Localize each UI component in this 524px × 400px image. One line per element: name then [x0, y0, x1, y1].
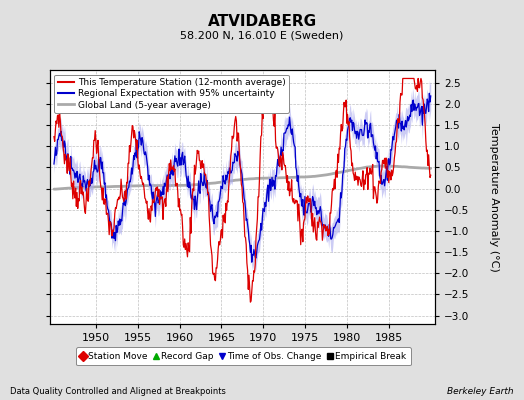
Text: 58.200 N, 16.010 E (Sweden): 58.200 N, 16.010 E (Sweden) [180, 30, 344, 40]
Text: Berkeley Earth: Berkeley Earth [447, 387, 514, 396]
Y-axis label: Temperature Anomaly (°C): Temperature Anomaly (°C) [489, 123, 499, 271]
Legend: This Temperature Station (12-month average), Regional Expectation with 95% uncer: This Temperature Station (12-month avera… [54, 74, 289, 113]
Text: ATVIDABERG: ATVIDABERG [208, 14, 316, 29]
Text: Data Quality Controlled and Aligned at Breakpoints: Data Quality Controlled and Aligned at B… [10, 387, 226, 396]
Legend: Station Move, Record Gap, Time of Obs. Change, Empirical Break: Station Move, Record Gap, Time of Obs. C… [77, 348, 411, 366]
